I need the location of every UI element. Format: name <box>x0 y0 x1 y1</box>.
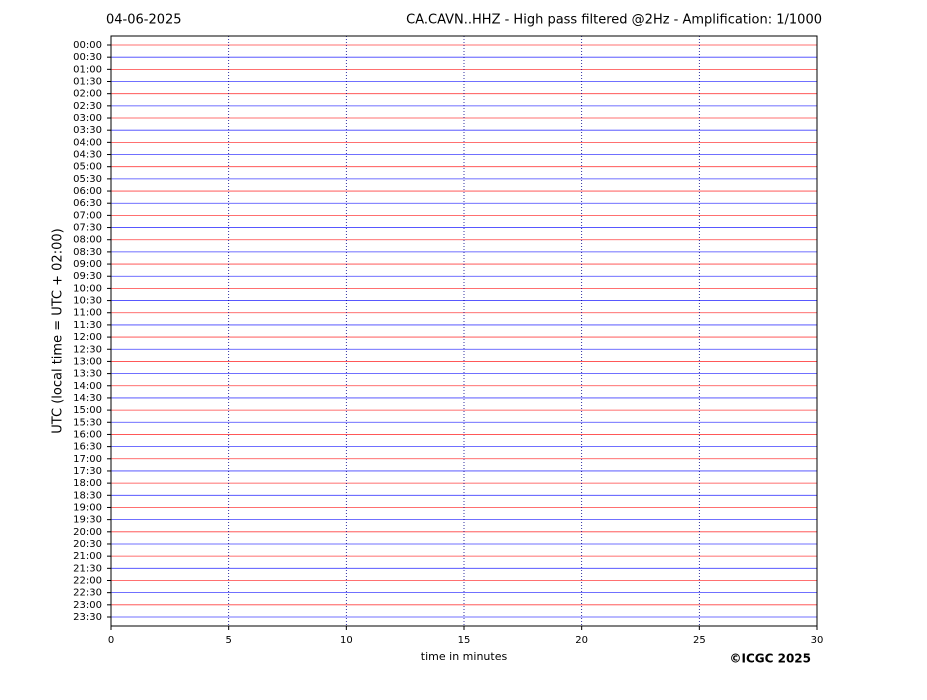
y-tick-label: 12:30 <box>73 344 102 355</box>
x-tick-label: 10 <box>340 635 353 646</box>
y-tick-label: 15:00 <box>73 405 102 416</box>
y-tick-label: 05:30 <box>73 174 102 185</box>
y-tick-label: 17:00 <box>73 454 102 465</box>
y-tick-label: 02:00 <box>73 89 102 100</box>
y-tick-label: 20:00 <box>73 527 102 538</box>
y-tick-label: 10:30 <box>73 296 102 307</box>
y-tick-label: 13:30 <box>73 369 102 380</box>
y-tick-label: 10:00 <box>73 283 102 294</box>
date: 04-06-2025 <box>106 13 182 28</box>
plot-frame <box>110 35 818 627</box>
y-tick-label: 14:00 <box>73 381 102 392</box>
y-tick-label: 09:30 <box>73 271 102 282</box>
x-tick-label: 0 <box>108 635 114 646</box>
y-tick-label: 21:00 <box>73 551 102 562</box>
y-axis-label: UTC (local time = UTC + 02:00) <box>51 228 66 433</box>
y-tick-label: 02:30 <box>73 101 102 112</box>
x-tick-label: 25 <box>693 635 706 646</box>
y-tick-label: 12:00 <box>73 332 102 343</box>
y-tick-label: 18:30 <box>73 490 102 501</box>
y-tick-label: 07:30 <box>73 223 102 234</box>
y-tick-label: 03:30 <box>73 125 102 136</box>
chart-title: CA.CAVN..HHZ - High pass filtered @2Hz -… <box>406 13 822 28</box>
y-tick-label: 19:00 <box>73 502 102 513</box>
x-tick-label: 15 <box>458 635 471 646</box>
x-tick-label: 5 <box>225 635 231 646</box>
y-tick-label: 11:00 <box>73 308 102 319</box>
y-tick-label: 20:30 <box>73 539 102 550</box>
y-tick-label: 16:00 <box>73 429 102 440</box>
x-tick-label: 20 <box>575 635 588 646</box>
y-tick-label: 06:00 <box>73 186 102 197</box>
y-tick-label: 21:30 <box>73 563 102 574</box>
y-tick-label: 22:30 <box>73 588 102 599</box>
y-tick-label: 17:30 <box>73 466 102 477</box>
y-tick-label: 04:30 <box>73 150 102 161</box>
y-tick-label: 22:00 <box>73 575 102 586</box>
y-tick-label: 23:30 <box>73 612 102 623</box>
y-tick-label: 15:30 <box>73 417 102 428</box>
y-tick-label: 06:30 <box>73 198 102 209</box>
y-tick-label: 09:00 <box>73 259 102 270</box>
y-tick-label: 08:00 <box>73 235 102 246</box>
y-tick-label: 04:00 <box>73 137 102 148</box>
y-tick-label: 13:00 <box>73 356 102 367</box>
y-tick-label: 14:30 <box>73 393 102 404</box>
y-tick-label: 01:30 <box>73 77 102 88</box>
y-tick-label: 03:00 <box>73 113 102 124</box>
y-tick-label: 18:00 <box>73 478 102 489</box>
y-tick-label: 16:30 <box>73 442 102 453</box>
y-tick-label: 07:00 <box>73 210 102 221</box>
x-tick-label: 30 <box>811 635 824 646</box>
y-tick-label: 19:30 <box>73 515 102 526</box>
y-tick-label: 08:30 <box>73 247 102 258</box>
y-tick-label: 01:00 <box>73 64 102 75</box>
y-tick-label: 00:30 <box>73 52 102 63</box>
copyright: ©ICGC 2025 <box>729 652 811 666</box>
y-tick-label: 00:00 <box>73 40 102 51</box>
y-tick-label: 23:00 <box>73 600 102 611</box>
y-tick-label: 11:30 <box>73 320 102 331</box>
x-axis-label: time in minutes <box>421 650 508 663</box>
y-tick-label: 05:00 <box>73 162 102 173</box>
